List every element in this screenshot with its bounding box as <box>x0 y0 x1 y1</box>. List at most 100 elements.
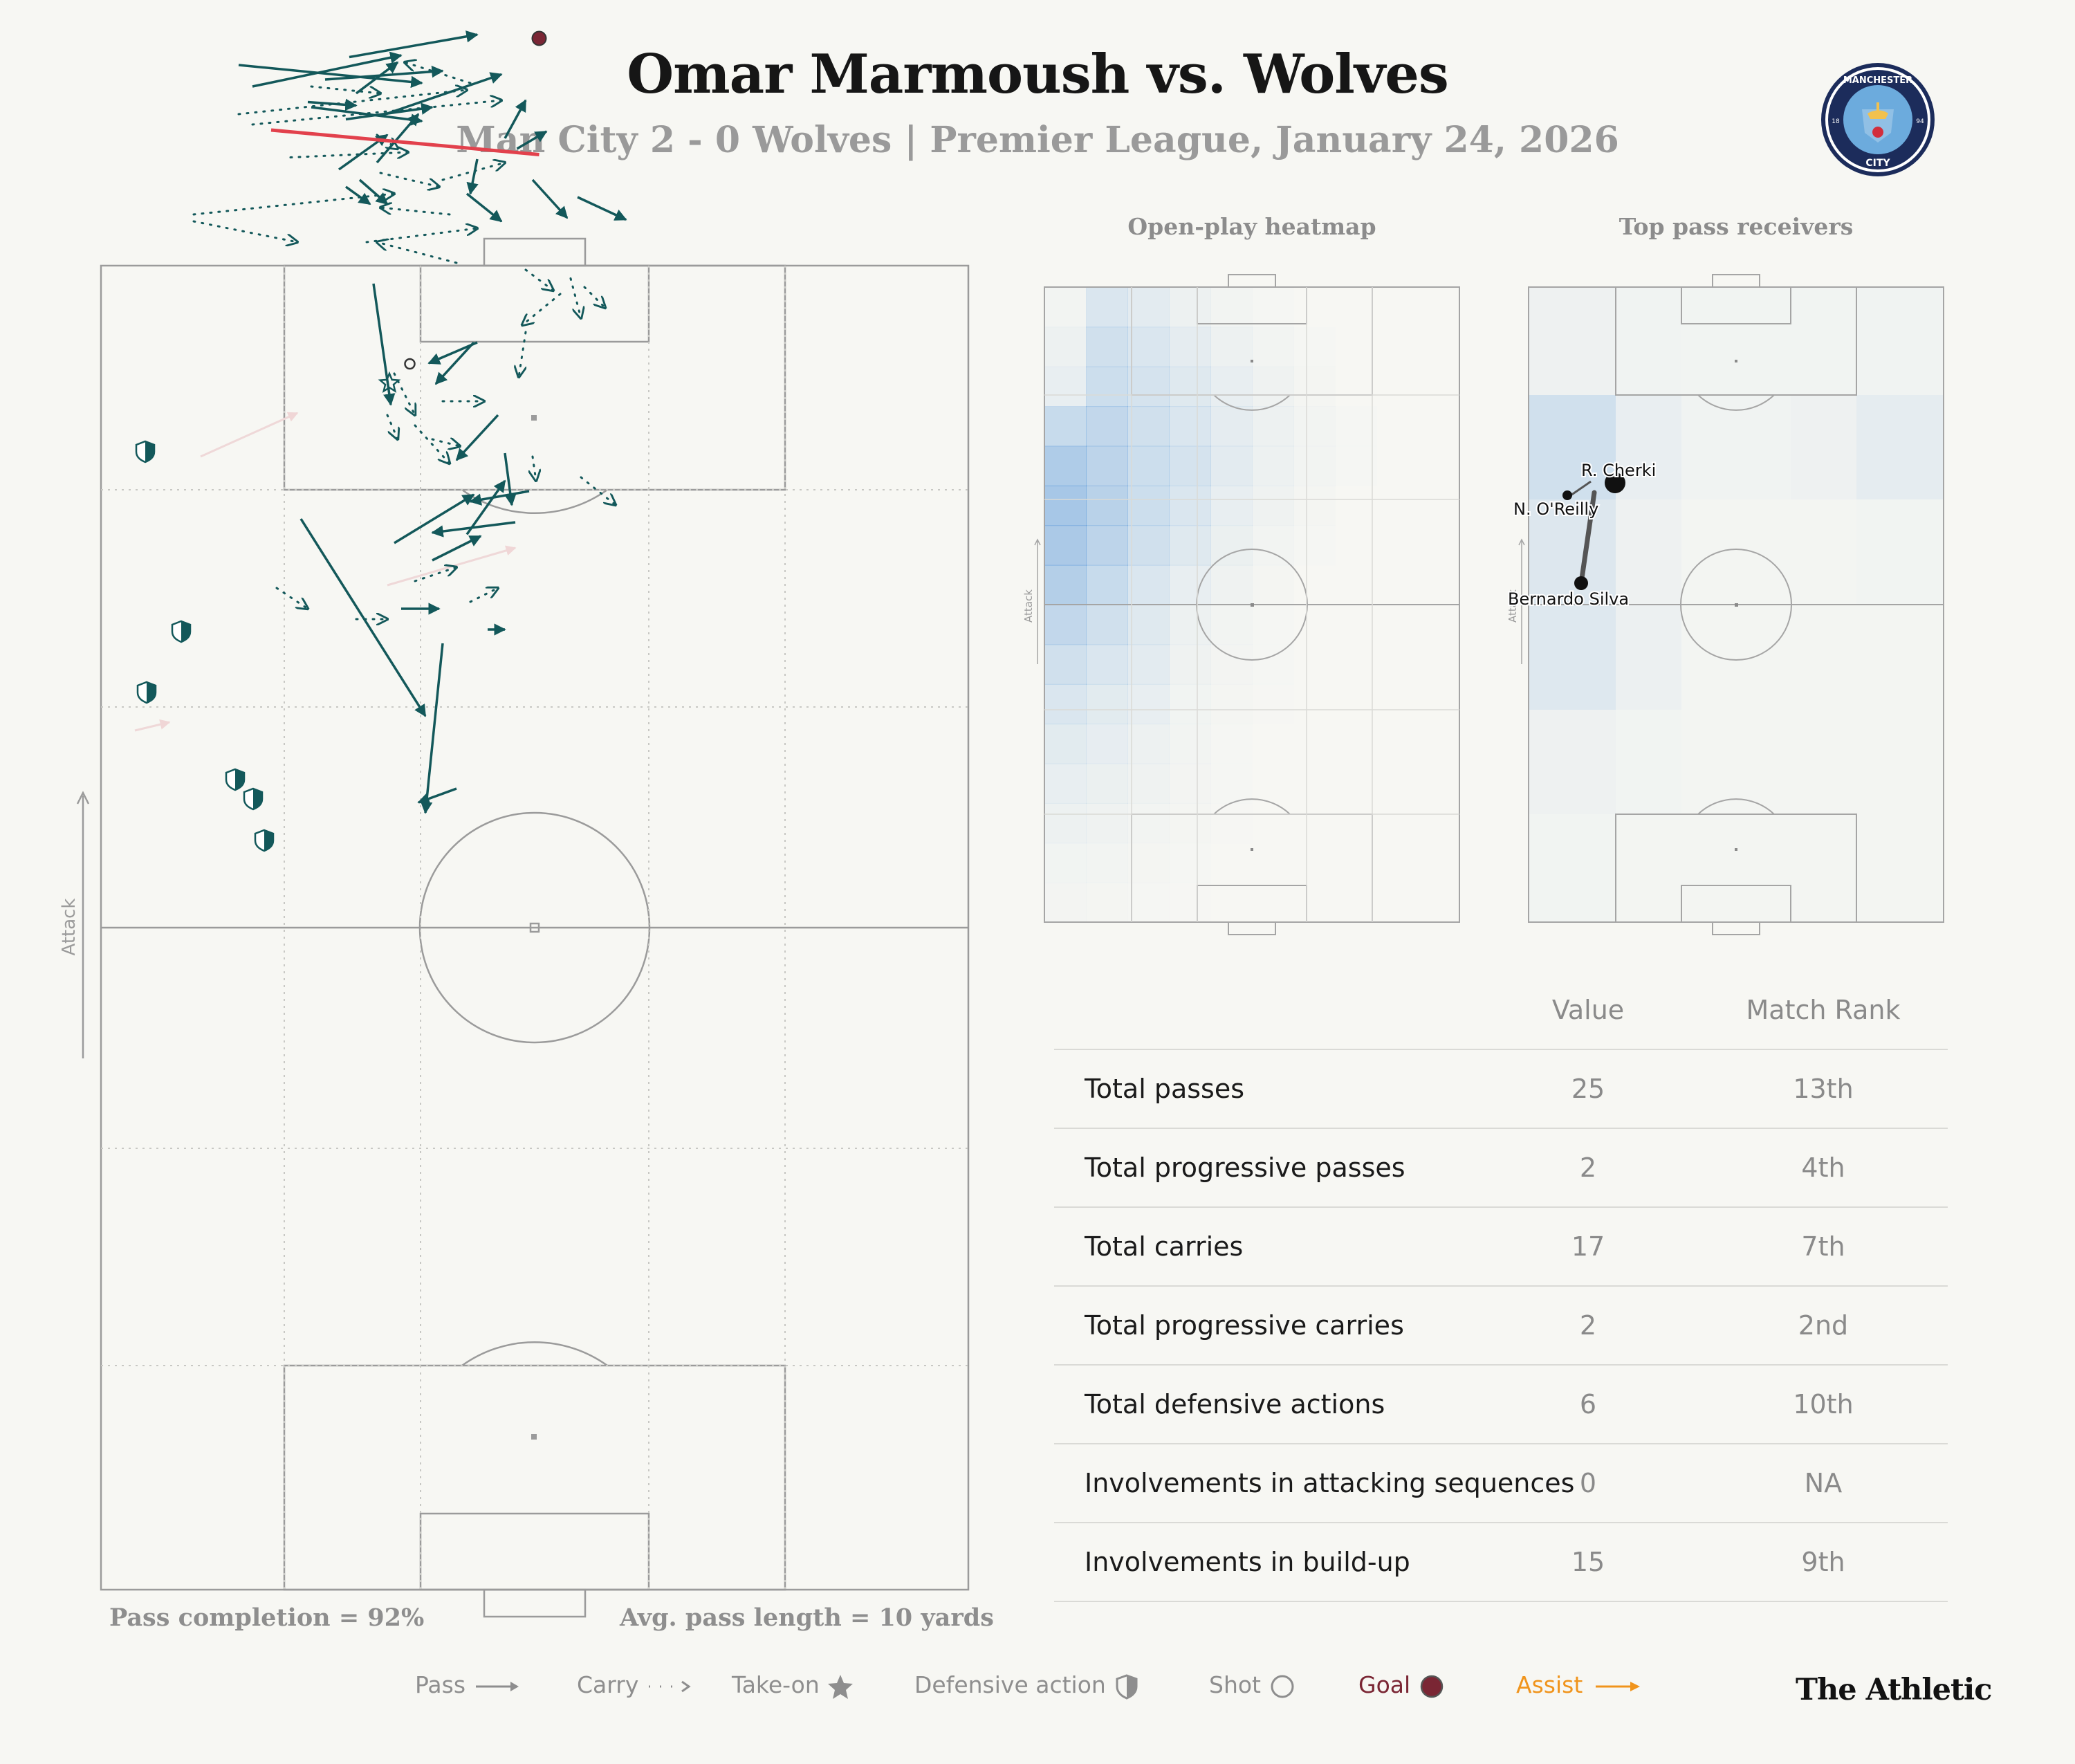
carry-line <box>524 268 553 291</box>
receiver-zone <box>1616 710 1681 814</box>
receiver-dot <box>1562 490 1572 500</box>
goal-circle-icon <box>1420 1675 1443 1698</box>
carry-arrow-icon <box>648 1680 691 1692</box>
carry-line <box>310 85 380 93</box>
club-crest-icon: MANCHESTER CITY 18 94 <box>1821 63 1935 176</box>
heatmap-cell <box>1169 366 1211 407</box>
heatmap-cell <box>1044 525 1087 566</box>
receiver-zone <box>1791 605 1856 710</box>
receiver-zone <box>1529 287 1616 395</box>
heatmap-cell <box>1169 564 1211 605</box>
receiver-dot <box>1574 576 1588 590</box>
pass-line <box>465 192 503 223</box>
pass-line <box>345 102 434 121</box>
heatmap-cell <box>1086 287 1128 328</box>
pass-line <box>417 787 457 805</box>
carry-line <box>380 208 451 216</box>
heatmap-cell <box>1086 605 1128 645</box>
heatmap-cell <box>1127 564 1170 605</box>
shot-marker <box>404 358 416 370</box>
carry-line <box>583 286 605 308</box>
heatmap-cell <box>1127 287 1170 328</box>
heatmap-cell <box>1252 445 1294 486</box>
pass-line <box>465 479 506 535</box>
receiver-zone <box>1529 814 1616 922</box>
pass-line <box>531 178 569 219</box>
heatmap-cell <box>1210 564 1253 605</box>
brand-logo: The Athletic <box>1796 1673 1992 1707</box>
pass-line <box>420 643 444 814</box>
carry-line <box>522 293 562 325</box>
stat-value: 15 <box>1571 1547 1605 1577</box>
pass-line <box>376 113 420 164</box>
receivers-pitch-lines <box>1528 274 1944 935</box>
pass-line <box>372 283 396 406</box>
heatmap-cell <box>1127 406 1170 447</box>
stats-row: Total progressive carries 2 2nd <box>1054 1285 1948 1366</box>
receiver-dot <box>1605 472 1625 493</box>
pass-arrow-icon <box>475 1681 519 1691</box>
heatmap-cell <box>1044 605 1087 645</box>
receiver-link <box>1578 490 1597 586</box>
stat-value: 6 <box>1579 1389 1597 1420</box>
receiver-zone <box>1681 395 1791 499</box>
heatmap-zone-guides <box>1044 287 1459 922</box>
heatmap-cell <box>1044 564 1087 605</box>
carry-line <box>414 424 450 463</box>
carry-line <box>519 331 527 377</box>
heatmap-cell <box>1086 525 1128 566</box>
stats-row: Total passes 25 13th <box>1054 1049 1948 1129</box>
shot-circle-icon <box>1271 1675 1293 1698</box>
penalty-spot <box>531 1434 537 1440</box>
legend-carry-label: Carry <box>577 1671 639 1698</box>
heatmap-cell <box>1086 366 1128 407</box>
heatmap-cell <box>1169 485 1211 526</box>
heatmap-cell <box>1044 724 1087 764</box>
heatmap-cell <box>1169 445 1211 486</box>
page-title: Omar Marmoush vs. Wolves <box>627 43 1449 106</box>
receiver-zone <box>1529 710 1616 814</box>
receiver-zone <box>1529 395 1616 499</box>
receiver-zone <box>1681 605 1791 710</box>
defensive-action-shield-fill <box>181 621 190 642</box>
pass-line <box>455 414 499 461</box>
heatmap-cell <box>1127 525 1170 566</box>
heatmap-cell <box>1169 605 1211 645</box>
shield-icon <box>1116 1673 1138 1700</box>
defensive-action-shield-fill <box>147 682 156 703</box>
receiver-label: R. Cherki <box>1581 461 1656 480</box>
heatmap-title: Open-play heatmap <box>1127 213 1376 240</box>
stats-row: Total carries 17 7th <box>1054 1206 1948 1287</box>
heatmap-cell <box>1127 605 1170 645</box>
defensive-action-shield-fill <box>253 789 262 809</box>
pass-line <box>349 30 479 59</box>
carry-line <box>192 220 297 242</box>
pass-line <box>504 452 517 506</box>
stat-value: 2 <box>1579 1152 1597 1183</box>
receiver-zone <box>1681 287 1791 395</box>
takeon-star <box>378 371 401 393</box>
heatmap-cell <box>1169 644 1211 685</box>
carry-line <box>377 242 458 264</box>
crest-year-left: 18 <box>1832 118 1840 125</box>
pass-line <box>516 130 548 150</box>
heatmap-cell <box>1044 327 1087 367</box>
receivers-attack-label: Attack <box>1506 589 1519 623</box>
penalty-spot <box>531 415 537 421</box>
penalty-spot <box>1735 360 1737 362</box>
heatmap-cell <box>1169 287 1211 328</box>
heatmap-cell <box>1210 485 1253 526</box>
heatmap-cell <box>1044 644 1087 685</box>
heatmap-cell <box>1086 644 1128 685</box>
stat-rank: 2nd <box>1798 1310 1849 1341</box>
receiver-link <box>1570 480 1592 497</box>
pass-line <box>252 51 403 88</box>
receiver-zone <box>1856 395 1944 499</box>
heatmap-cell <box>1086 683 1128 725</box>
pass-line <box>434 341 475 385</box>
receiver-zone <box>1791 814 1856 922</box>
stat-label: Total progressive carries <box>1085 1310 1404 1341</box>
carry-line <box>580 476 616 505</box>
legend-defensive-label: Defensive action <box>914 1671 1106 1698</box>
